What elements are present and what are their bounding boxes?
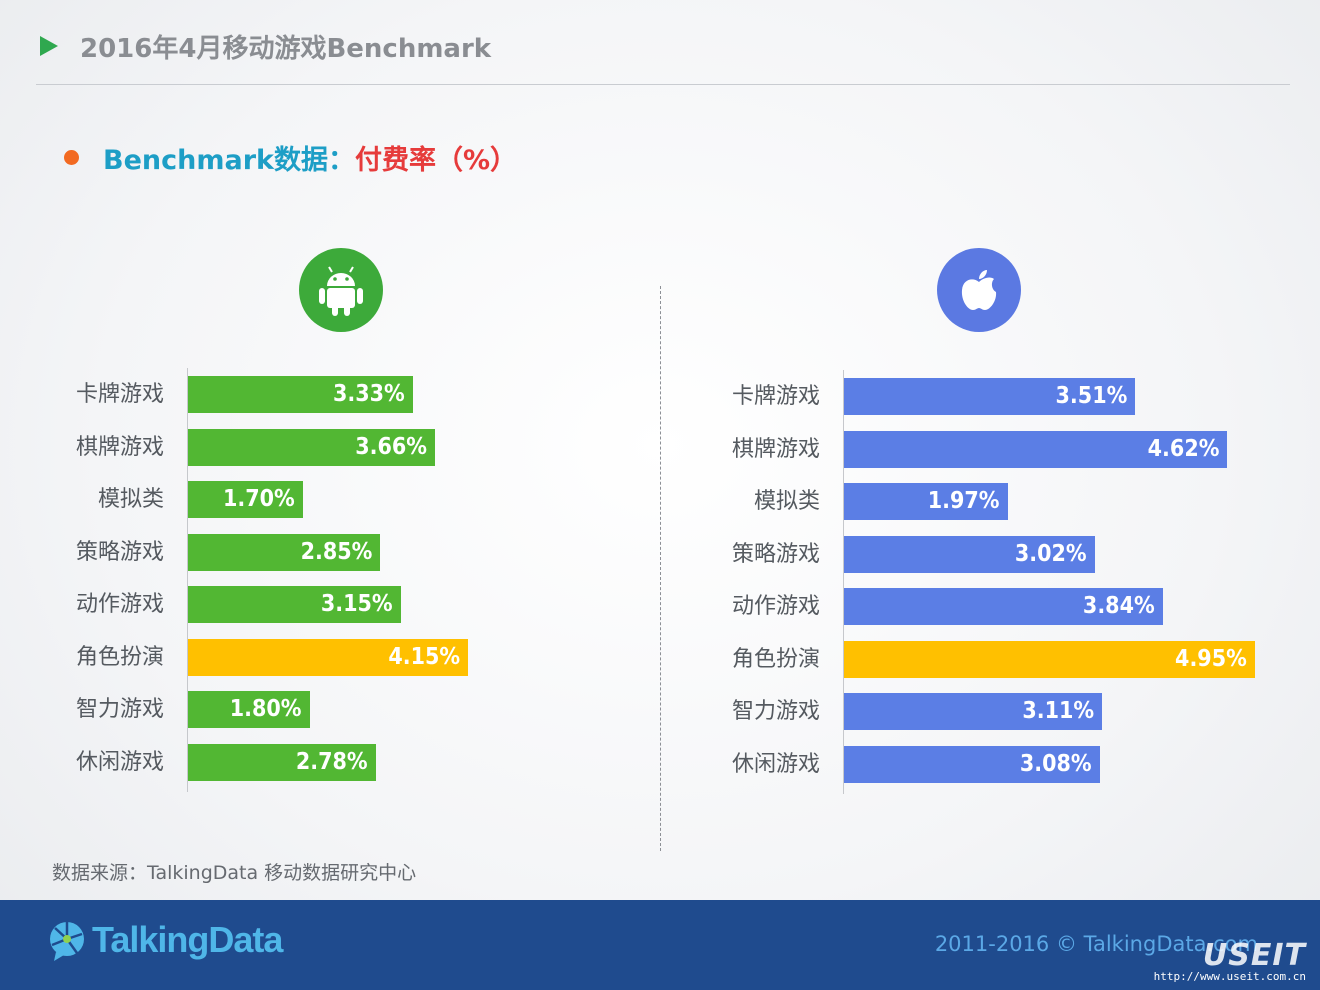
- bar: 3.11%: [844, 693, 1103, 730]
- bar-value-label: 3.51%: [1055, 383, 1128, 409]
- slide-title: 2016年4月移动游戏Benchmark: [40, 28, 491, 64]
- footer-copyright: 2011-2016 © TalkingData.com: [934, 932, 1258, 956]
- bar-value-label: 4.15%: [388, 643, 461, 670]
- apple-icon: [937, 248, 1021, 332]
- footer-bar: TalkingData 2011-2016 © TalkingData.com …: [0, 900, 1320, 990]
- category-label: 模拟类: [753, 489, 820, 514]
- category-label: 角色扮演: [75, 644, 164, 670]
- android-icon: [299, 248, 383, 332]
- bar-value-label: 1.70%: [222, 486, 295, 512]
- play-icon: [40, 36, 58, 56]
- bar: 4.95%: [844, 640, 1255, 678]
- slide-title-text: 2016年4月移动游戏Benchmark: [80, 33, 492, 64]
- bar: 2.85%: [188, 533, 381, 571]
- bar: 3.33%: [188, 376, 413, 413]
- category-label: 休闲游戏: [75, 749, 164, 775]
- bar-value-label: 3.33%: [332, 381, 405, 407]
- bar-value-label: 2.85%: [300, 538, 373, 565]
- category-label: 卡牌游戏: [75, 382, 164, 407]
- category-label: 棋牌游戏: [75, 434, 164, 460]
- bar-value-label: 3.84%: [1082, 593, 1155, 619]
- data-source-note: 数据来源：TalkingData 移动数据研究中心: [52, 862, 417, 884]
- bar-axis-line: [843, 370, 844, 794]
- bar-value-label: 3.02%: [1014, 540, 1087, 567]
- category-label: 策略游戏: [75, 539, 164, 565]
- category-label: 卡牌游戏: [731, 384, 820, 409]
- bar-value-label: 3.08%: [1019, 750, 1092, 777]
- footer-brand: TalkingData: [92, 919, 283, 960]
- category-label: 棋牌游戏: [731, 436, 820, 462]
- heading-metric: 付费率（%）: [354, 145, 518, 176]
- bar-value-label: 2.78%: [295, 748, 368, 775]
- bar: 4.62%: [844, 430, 1228, 468]
- watermark: USEIT: [1202, 938, 1306, 973]
- category-label: 智力游戏: [731, 699, 820, 724]
- category-label: 智力游戏: [75, 697, 164, 722]
- bar: 1.97%: [844, 483, 1008, 520]
- bar: 3.84%: [844, 588, 1163, 625]
- category-label: 动作游戏: [731, 594, 820, 619]
- section-heading: Benchmark数据： 付费率（%）: [64, 138, 517, 177]
- bar-value-label: 3.11%: [1022, 698, 1095, 724]
- category-label: 动作游戏: [75, 592, 164, 617]
- bar: 1.70%: [188, 481, 303, 518]
- title-divider: [36, 84, 1290, 85]
- category-label: 休闲游戏: [731, 751, 820, 777]
- bar: 1.80%: [188, 691, 310, 728]
- bar-axis-line: [187, 368, 188, 792]
- bar: 3.02%: [844, 535, 1095, 573]
- talkingdata-logo-icon: [46, 920, 88, 962]
- category-label: 策略游戏: [731, 541, 820, 567]
- center-divider: [660, 286, 661, 851]
- bar: 3.15%: [188, 586, 401, 623]
- bar: 3.08%: [844, 745, 1100, 783]
- bar-value-label: 4.62%: [1147, 435, 1220, 462]
- bar: 4.15%: [188, 638, 469, 676]
- bar: 2.78%: [188, 743, 376, 781]
- category-label: 模拟类: [97, 487, 164, 512]
- watermark-url: http://www.useit.com.cn: [1153, 970, 1306, 983]
- bullet-icon: [64, 150, 79, 165]
- bar-value-label: 3.15%: [320, 591, 393, 617]
- category-label: 角色扮演: [731, 646, 820, 672]
- bar-value-label: 1.97%: [927, 488, 1000, 514]
- bar: 3.66%: [188, 428, 436, 466]
- bar-value-label: 1.80%: [229, 696, 302, 722]
- bar-value-label: 3.66%: [355, 433, 428, 460]
- bar-value-label: 4.95%: [1175, 645, 1247, 672]
- bar: 3.51%: [844, 378, 1136, 415]
- heading-lead: Benchmark数据：: [103, 145, 355, 176]
